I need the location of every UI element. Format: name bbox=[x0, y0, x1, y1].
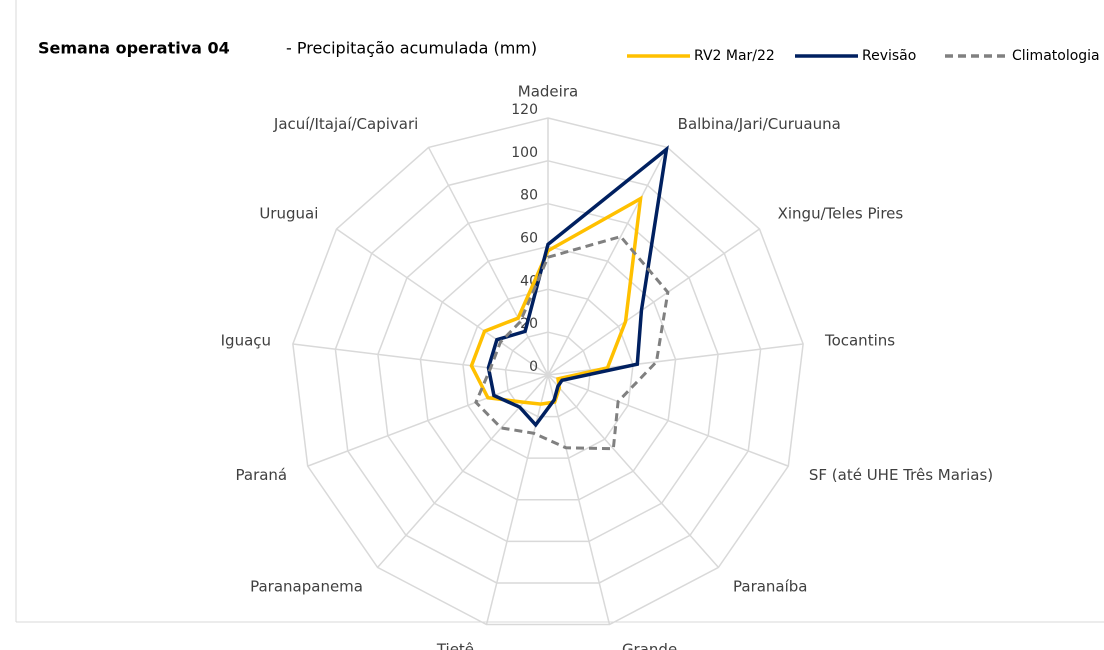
spoke bbox=[547, 147, 669, 376]
grid-ring bbox=[419, 245, 677, 501]
spoke bbox=[547, 374, 789, 467]
category-label: SF (até UHE Três Marias) bbox=[809, 466, 993, 484]
chart-subtitle: - Precipitação acumulada (mm) bbox=[286, 39, 537, 58]
spoke bbox=[307, 374, 549, 467]
r-tick-label: 120 bbox=[511, 102, 538, 118]
grid-ring bbox=[504, 331, 592, 418]
legend-label: Revisão bbox=[862, 48, 916, 64]
spoke bbox=[547, 228, 760, 376]
category-label: Paranapanema bbox=[250, 577, 363, 595]
legend-label: Climatologia bbox=[1012, 48, 1100, 64]
spoke bbox=[377, 374, 549, 568]
category-label: Iguaçu bbox=[221, 331, 271, 349]
legend-label: RV2 Mar/22 bbox=[694, 48, 775, 64]
spoke bbox=[336, 228, 549, 376]
r-tick-label: 60 bbox=[520, 231, 538, 247]
category-label: Madeira bbox=[518, 83, 578, 101]
category-label: Grande bbox=[622, 640, 677, 650]
category-label: Balbina/Jari/Curuauna bbox=[678, 115, 841, 133]
grid-ring bbox=[292, 117, 804, 626]
grid-ring bbox=[377, 202, 719, 543]
spoke bbox=[485, 374, 549, 625]
category-label: Jacuí/Itajaí/Capivari bbox=[273, 115, 418, 133]
category-label: Paraná bbox=[236, 466, 288, 484]
series-line bbox=[469, 195, 643, 406]
category-label: Tocantins bbox=[824, 331, 895, 349]
r-tick-label: 100 bbox=[511, 145, 538, 161]
series-line bbox=[486, 145, 669, 428]
category-label: Tietê bbox=[436, 640, 474, 650]
series-line bbox=[474, 234, 670, 451]
grid-ring bbox=[334, 160, 762, 584]
chart-title: Semana operativa 04 bbox=[38, 39, 230, 58]
r-tick-label: 80 bbox=[520, 188, 538, 204]
r-tick-label: 0 bbox=[529, 359, 538, 375]
category-label: Uruguai bbox=[259, 205, 318, 223]
spoke bbox=[547, 374, 719, 568]
spoke bbox=[427, 147, 549, 376]
spoke bbox=[547, 374, 611, 625]
spoke bbox=[292, 343, 549, 376]
category-label: Xingu/Teles Pires bbox=[778, 205, 904, 223]
category-label: Paranaíba bbox=[733, 577, 808, 595]
